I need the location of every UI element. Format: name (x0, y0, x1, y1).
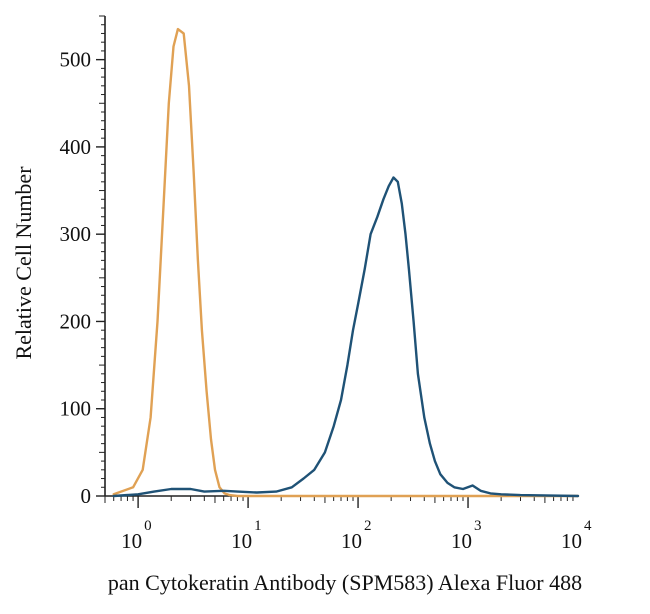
x-tick-exponent: 0 (144, 518, 152, 534)
x-axis-title: pan Cytokeratin Antibody (SPM583) Alexa … (108, 570, 582, 595)
x-tick-label: 10 (231, 529, 252, 553)
x-tick-exponent: 3 (474, 518, 482, 534)
series-line-1 (112, 27, 580, 498)
y-tick-label: 200 (60, 309, 92, 333)
y-tick-label: 0 (81, 484, 92, 508)
x-tick-label: 10 (561, 529, 582, 553)
x-tick-exponent: 4 (584, 518, 592, 534)
y-tick-label: 500 (60, 48, 92, 72)
y-axis-title: Relative Cell Number (11, 166, 36, 360)
x-tick-label: 10 (121, 529, 142, 553)
y-tick-label: 300 (60, 222, 92, 246)
series-layer (112, 27, 580, 498)
x-tick-label: 10 (451, 529, 472, 553)
y-axis: 0 100 200 300 400 500 (60, 15, 106, 508)
x-tick-label: 10 (341, 529, 362, 553)
x-tick-exponent: 2 (364, 518, 372, 534)
x-tick-exponent: 1 (254, 518, 262, 534)
series-line-2 (112, 176, 580, 498)
y-tick-label: 100 (60, 397, 92, 421)
y-tick-label: 400 (60, 135, 92, 159)
